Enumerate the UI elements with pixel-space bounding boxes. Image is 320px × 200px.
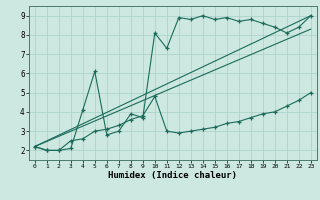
X-axis label: Humidex (Indice chaleur): Humidex (Indice chaleur) [108, 171, 237, 180]
